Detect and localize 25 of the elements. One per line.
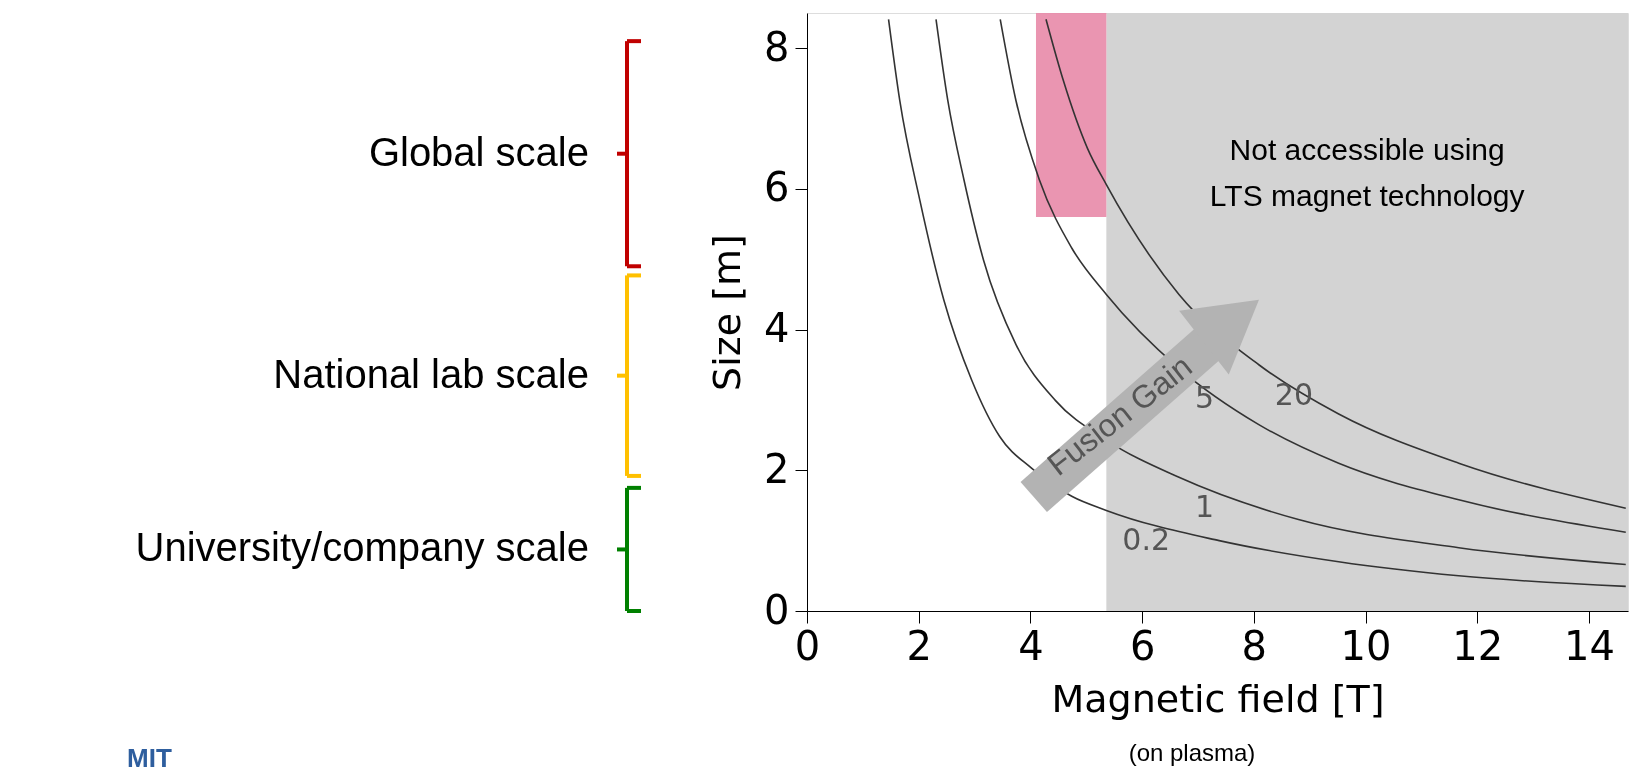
text: University/company scale — [135, 525, 589, 570]
y-tick-label: 8 — [764, 23, 790, 70]
y-axis-title: Size [m] — [705, 234, 750, 391]
y-tick-label: 4 — [764, 305, 790, 352]
y-tick-label: 2 — [764, 445, 790, 492]
x-tick-label: 12 — [1452, 622, 1504, 669]
series-label: 5 — [1194, 380, 1215, 416]
series-label: 20 — [1274, 376, 1314, 412]
text: MIT — [127, 743, 172, 773]
x-tick-label: 2 — [906, 622, 932, 669]
text: Global scale — [368, 129, 589, 174]
y-tick-label: 6 — [764, 164, 790, 211]
text: (on plasma) — [1128, 739, 1256, 766]
x-tick-label: 0 — [794, 622, 821, 669]
x-tick-label: 10 — [1340, 622, 1392, 669]
series-label: 0.2 — [1122, 522, 1171, 558]
band-label: Not accessible using LTS magnet technology — [1209, 132, 1525, 212]
x-tick-label: 6 — [1129, 622, 1156, 669]
x-tick-label: 4 — [1018, 622, 1044, 669]
y-tick-label: 0 — [764, 586, 790, 633]
series-label: 1 — [1194, 489, 1215, 525]
x-tick-label: 8 — [1241, 622, 1268, 669]
x-tick-label: 14 — [1563, 622, 1615, 669]
x-axis-title: Magnetic field [T] — [1051, 676, 1385, 721]
text: National lab scale — [273, 351, 589, 396]
